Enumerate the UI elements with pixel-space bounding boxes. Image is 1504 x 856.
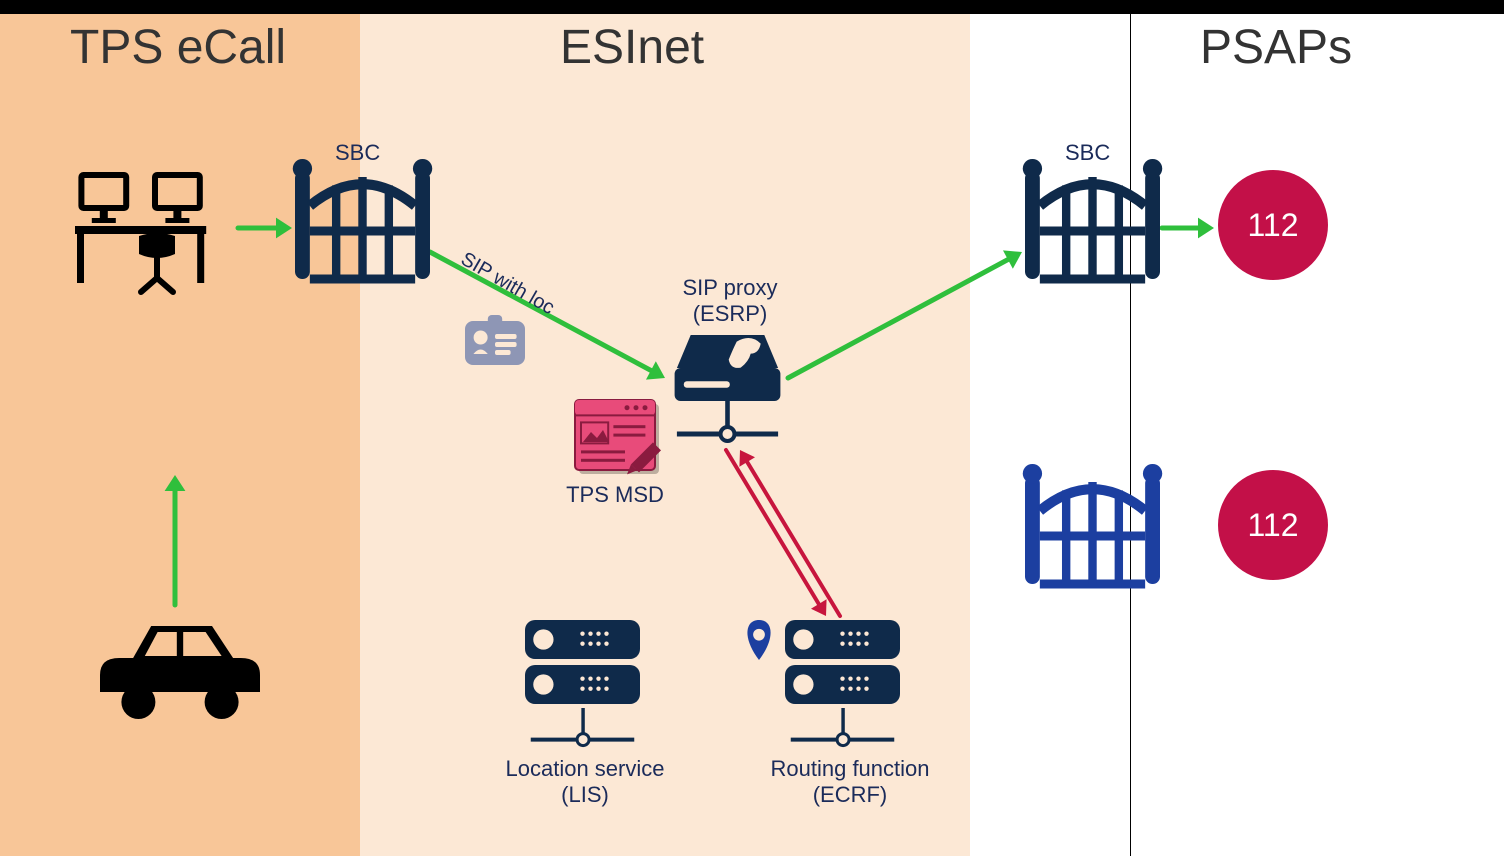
esrp-label: SIP proxy (ESRP) — [670, 275, 790, 328]
lis-label-line1: Location service — [506, 756, 665, 781]
psap-112-circle-2: 112 — [1218, 470, 1328, 580]
esrp-label-line1: SIP proxy — [683, 275, 778, 300]
region-tps — [0, 0, 360, 856]
ecrf-label-line1: Routing function — [771, 756, 930, 781]
psap-112-text-2: 112 — [1247, 507, 1298, 544]
region-esinet — [360, 0, 970, 856]
tps-msd-label: TPS MSD — [555, 482, 675, 508]
title-psaps: PSAPs — [1200, 20, 1352, 75]
lis-label: Location service (LIS) — [505, 756, 665, 809]
esrp-label-line2: (ESRP) — [693, 301, 768, 326]
title-tps: TPS eCall — [70, 20, 286, 75]
region-psaps — [970, 0, 1504, 856]
lis-label-line2: (LIS) — [561, 782, 609, 807]
header-bar — [0, 0, 1504, 14]
sbc2-label: SBC — [1065, 140, 1110, 166]
psap-112-text-1: 112 — [1247, 207, 1298, 244]
psap-112-circle-1: 112 — [1218, 170, 1328, 280]
title-esinet: ESInet — [560, 20, 704, 75]
ecrf-label-line2: (ECRF) — [813, 782, 888, 807]
diagram-canvas: TPS eCall ESInet PSAPs SBC SBC SIP proxy… — [0, 0, 1504, 856]
region-divider — [1130, 14, 1131, 856]
sbc1-label: SBC — [335, 140, 380, 166]
ecrf-label: Routing function (ECRF) — [770, 756, 930, 809]
